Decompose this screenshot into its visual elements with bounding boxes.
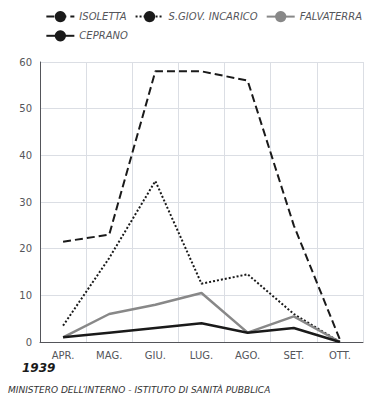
svg-text:OTT.: OTT.	[329, 350, 351, 361]
svg-text:FALVATERRA: FALVATERRA	[300, 11, 362, 22]
svg-text:LUG.: LUG.	[190, 350, 213, 361]
svg-text:CEPRANO: CEPRANO	[79, 30, 128, 41]
svg-text:10: 10	[19, 290, 32, 301]
svg-text:GIU.: GIU.	[145, 350, 166, 361]
svg-text:0: 0	[26, 337, 32, 348]
svg-text:ISOLETTA: ISOLETTA	[79, 11, 126, 22]
svg-text:20: 20	[19, 243, 32, 254]
svg-text:SET.: SET.	[283, 350, 304, 361]
svg-text:1939: 1939	[22, 361, 55, 375]
svg-text:40: 40	[19, 150, 32, 161]
svg-text:50: 50	[19, 103, 32, 114]
svg-text:MAG.: MAG.	[96, 350, 122, 361]
svg-text:AGO.: AGO.	[235, 350, 260, 361]
svg-text:APR.: APR.	[52, 350, 75, 361]
svg-text:MINISTERO DELL’INTERNO - ISTIT: MINISTERO DELL’INTERNO - ISTITUTO DI SAN…	[8, 384, 270, 395]
svg-text:60: 60	[19, 57, 32, 68]
svg-text:30: 30	[19, 197, 32, 208]
svg-text:S.GIOV. INCARICO: S.GIOV. INCARICO	[169, 11, 258, 22]
